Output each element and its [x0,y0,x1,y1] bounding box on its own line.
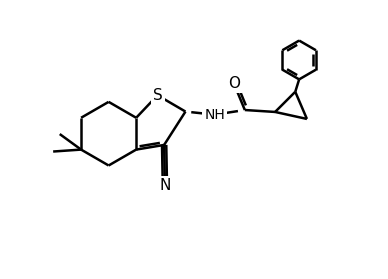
Text: S: S [152,88,163,103]
Text: O: O [228,76,240,91]
Text: NH: NH [204,108,225,122]
Text: N: N [159,178,171,193]
